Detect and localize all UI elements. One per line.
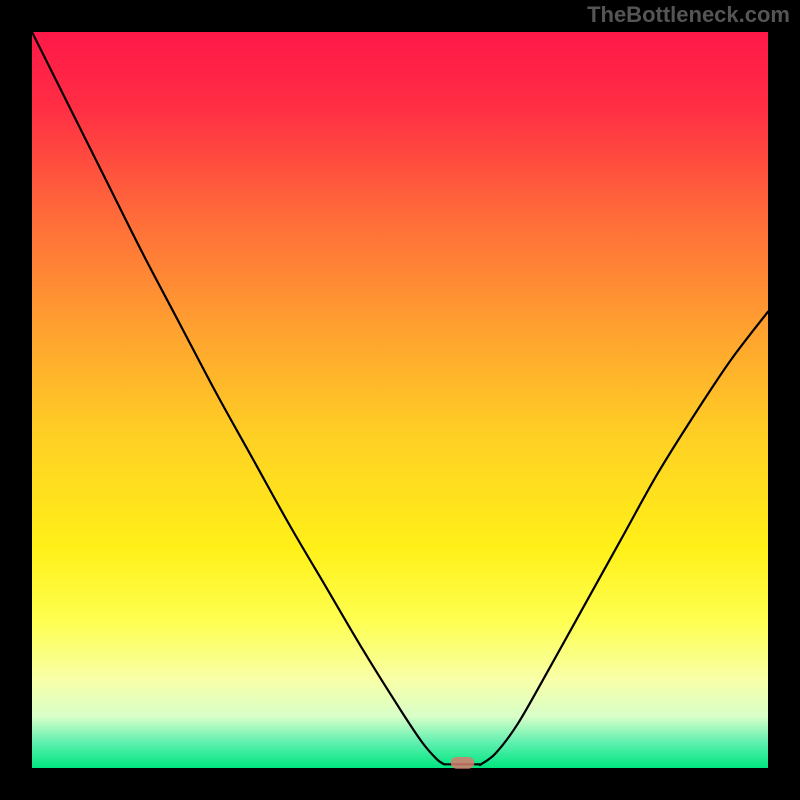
- chart-background: [32, 32, 768, 768]
- watermark-text: TheBottleneck.com: [587, 2, 790, 28]
- optimal-marker: [451, 757, 475, 769]
- chart-svg: [0, 0, 800, 800]
- bottleneck-chart: TheBottleneck.com: [0, 0, 800, 800]
